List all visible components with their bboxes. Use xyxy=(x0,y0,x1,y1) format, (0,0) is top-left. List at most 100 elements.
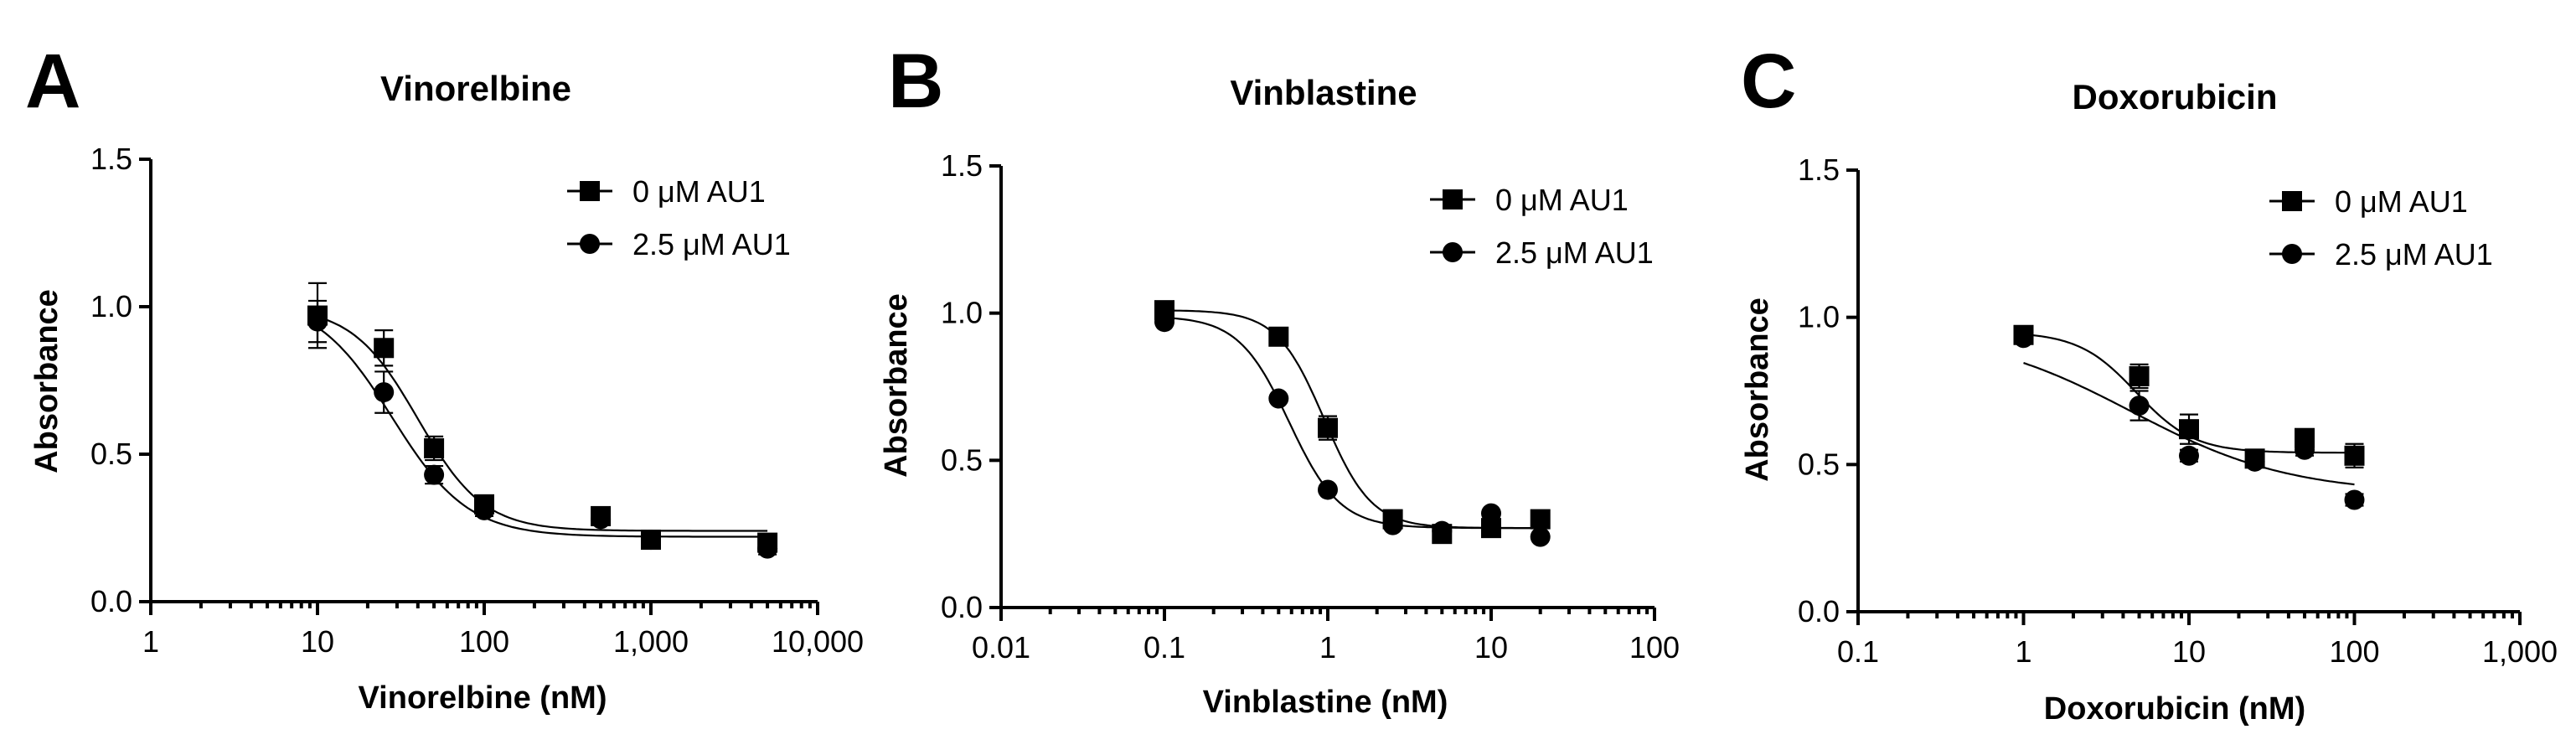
data-point xyxy=(2344,489,2365,510)
data-point xyxy=(1481,503,1501,524)
data-point xyxy=(757,538,778,559)
data-point xyxy=(2295,439,2315,460)
y-axis-label-b: Absorbance xyxy=(879,293,914,478)
y-tick-label: 1.5 xyxy=(941,148,983,183)
x-tick-label: 0.1 xyxy=(1837,634,1879,669)
plot-area-b: 0.0 0.5 1.0 1.5 0.01 0.1 1 10 100 0 μM AU1 2.5 μM … xyxy=(941,148,1680,665)
x-tick-label: 0.1 xyxy=(1143,630,1185,665)
data-point xyxy=(1268,326,1289,347)
x-axis-label-b: Vinblastine (nM) xyxy=(1203,685,1448,720)
x-tick-label: 10 xyxy=(2172,634,2206,669)
y-tick-label: 0.0 xyxy=(941,590,983,624)
fit-curve xyxy=(1164,309,1541,530)
data-point xyxy=(374,338,395,359)
chart-title-a: Vinorelbine xyxy=(380,69,571,108)
legend-label: 0 μM AU1 xyxy=(2335,184,2468,219)
fit-curve xyxy=(1164,316,1541,530)
x-tick-label: 1,000 xyxy=(613,624,689,659)
data-point xyxy=(307,311,328,332)
x-tick-label: 1,000 xyxy=(2482,634,2558,669)
y-tick-label: 0.5 xyxy=(941,442,983,477)
y-tick-label: 1.5 xyxy=(90,142,132,176)
y-axis-label-c: Absorbance xyxy=(1740,297,1775,482)
x-tick-label: 1 xyxy=(1319,630,1336,665)
y-axis-label-a: Absorbance xyxy=(29,289,65,473)
data-point xyxy=(1432,520,1453,541)
x-tick-label: 10,000 xyxy=(772,624,864,659)
x-axis-label-c: Doxorubicin (nM) xyxy=(2044,691,2305,727)
legend-marker xyxy=(2282,244,2302,264)
plot-area-a: 0.0 0.5 1.0 1.5 1 10 100 1,000 10,000 0 μM AU1 2.5… xyxy=(90,142,864,659)
x-tick-label: 100 xyxy=(2329,634,2379,669)
data-point xyxy=(1268,388,1289,409)
legend-entry: 0 μM AU1 xyxy=(2269,184,2468,219)
x-tick-label: 100 xyxy=(459,624,509,659)
y-tick-label: 0.5 xyxy=(90,437,132,471)
x-tick-label: 1 xyxy=(142,624,159,659)
series-2 xyxy=(1154,312,1551,547)
legend-entry: 0 μM AU1 xyxy=(567,174,766,209)
data-point xyxy=(1318,417,1338,438)
data-point xyxy=(2344,445,2365,466)
y-tick-label: 1.5 xyxy=(1798,153,1840,187)
data-point xyxy=(1154,312,1174,333)
panel-b: B Vinblastine Vinblastine (nM) Absorbanc… xyxy=(879,39,1680,720)
data-point xyxy=(2179,445,2199,466)
legend-entry: 2.5 μM AU1 xyxy=(567,227,791,261)
legend-marker xyxy=(2282,191,2302,211)
data-point xyxy=(641,530,661,551)
data-point xyxy=(1530,526,1551,547)
legend-label: 2.5 μM AU1 xyxy=(1495,235,1654,270)
data-point xyxy=(424,464,445,485)
x-axis-label-a: Vinorelbine (nM) xyxy=(359,680,607,716)
chart-title-c: Doxorubicin xyxy=(2072,77,2277,116)
legend-label: 2.5 μM AU1 xyxy=(2335,237,2493,272)
panel-letter-a: A xyxy=(25,39,80,124)
y-tick-label: 1.0 xyxy=(941,296,983,330)
fit-curve xyxy=(317,316,768,532)
series-2 xyxy=(2013,328,2365,510)
x-tick-label: 10 xyxy=(1474,630,1508,665)
fit-curve xyxy=(2023,362,2355,486)
plot-area-c: 0.0 0.5 1.0 1.5 0.1 1 10 100 1,000 0 μM AU1 2.5 μM… xyxy=(1798,153,2558,669)
fit-curve xyxy=(317,326,768,538)
data-point xyxy=(2129,365,2150,386)
legend-entry: 2.5 μM AU1 xyxy=(2269,237,2493,272)
data-point xyxy=(1382,515,1403,535)
x-tick-label: 1 xyxy=(2015,634,2031,669)
data-point xyxy=(591,509,612,530)
data-point xyxy=(374,382,395,403)
chart-title-b: Vinblastine xyxy=(1230,73,1417,112)
y-tick-label: 0.0 xyxy=(1798,594,1840,628)
legend-marker xyxy=(580,181,600,201)
data-point xyxy=(2129,396,2150,416)
data-point xyxy=(2244,451,2265,472)
legend-label: 0 μM AU1 xyxy=(1495,183,1629,217)
x-tick-label: 0.01 xyxy=(972,630,1030,665)
legend-marker xyxy=(1443,242,1463,262)
y-tick-label: 0.0 xyxy=(90,584,132,618)
legend-marker xyxy=(580,234,600,254)
x-tick-label: 10 xyxy=(301,624,334,659)
legend-entry: 0 μM AU1 xyxy=(1430,183,1629,217)
y-tick-label: 1.0 xyxy=(1798,300,1840,334)
data-point xyxy=(1530,509,1551,530)
legend-entry: 2.5 μM AU1 xyxy=(1430,235,1654,270)
data-point xyxy=(424,437,445,458)
legend-label: 2.5 μM AU1 xyxy=(632,227,791,261)
panel-c: C Doxorubicin Doxorubicin (nM) Absorbanc… xyxy=(1740,39,2558,727)
x-tick-label: 100 xyxy=(1629,630,1680,665)
y-tick-label: 0.5 xyxy=(1798,447,1840,481)
panel-letter-c: C xyxy=(1741,39,1796,124)
data-point xyxy=(1318,479,1338,500)
legend-label: 0 μM AU1 xyxy=(632,174,766,209)
y-tick-label: 1.0 xyxy=(90,289,132,323)
panel-a: A Vinorelbine Vinorelbine (nM) Absorbanc… xyxy=(25,39,864,716)
panel-letter-b: B xyxy=(888,39,943,124)
data-point xyxy=(2013,328,2034,349)
data-point xyxy=(474,499,494,520)
legend-marker xyxy=(1443,189,1463,209)
series-1 xyxy=(307,282,778,553)
series-2 xyxy=(307,299,778,559)
